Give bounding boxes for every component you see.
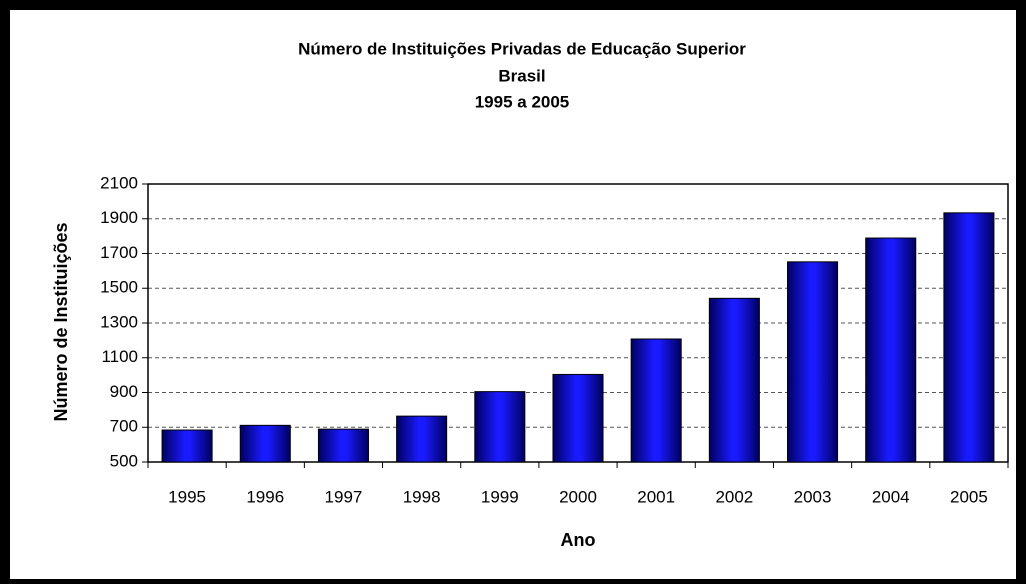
bar (396, 415, 448, 463)
x-tick-label: 2004 (872, 487, 910, 506)
x-tick-label: 2002 (715, 487, 753, 506)
y-tick-label: 1900 (100, 208, 138, 227)
bar (239, 424, 291, 463)
y-tick-label: 1700 (100, 243, 138, 262)
x-tick-label: 1998 (403, 487, 441, 506)
y-tick-label: 1300 (100, 312, 138, 331)
y-tick-label: 1100 (101, 347, 138, 366)
bar (630, 338, 682, 463)
bar (474, 391, 526, 463)
y-tick-label: 700 (110, 417, 138, 436)
x-tick-label: 1995 (168, 487, 206, 506)
y-tick-label: 1500 (100, 278, 138, 297)
bar (708, 297, 760, 463)
x-tick-label: 2005 (950, 487, 988, 506)
bar (317, 428, 369, 463)
chart-subtitle: Brasil (498, 66, 545, 85)
bar (552, 373, 604, 463)
bar (943, 212, 995, 463)
x-tick-label: 2000 (559, 487, 597, 506)
chart-title: Número de Instituições Privadas de Educa… (298, 39, 746, 58)
bar (161, 429, 213, 463)
y-tick-label: 500 (110, 451, 138, 470)
x-tick-label: 2003 (794, 487, 832, 506)
x-tick-label: 1999 (481, 487, 519, 506)
chart-subtitle: 1995 a 2005 (475, 92, 570, 111)
y-tick-label: 900 (110, 382, 138, 401)
y-tick-label: 2100 (100, 173, 138, 192)
x-tick-label: 1996 (246, 487, 284, 506)
bar (787, 261, 839, 463)
bar (865, 237, 917, 463)
y-axis-label: Número de Instituições (51, 222, 71, 421)
x-tick-label: 1997 (325, 487, 363, 506)
x-axis-label: Ano (561, 530, 596, 550)
x-tick-label: 2001 (637, 487, 675, 506)
